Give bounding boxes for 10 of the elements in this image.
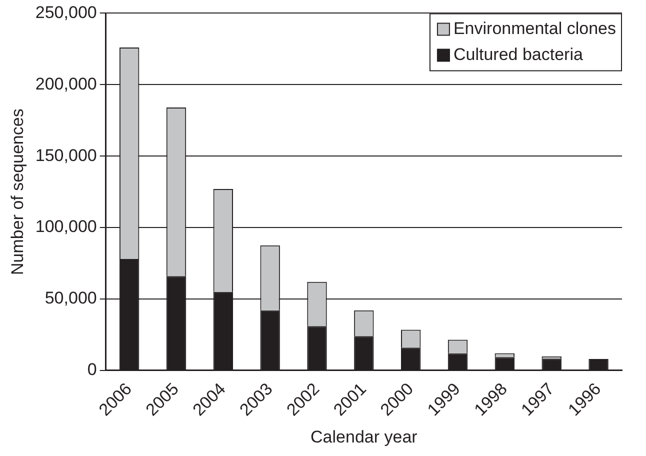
y-tick-label: 0 <box>87 360 97 380</box>
x-axis-title: Calendar year <box>310 427 418 446</box>
y-tick-label: 100,000 <box>35 217 97 236</box>
y-tick-label: 150,000 <box>35 146 97 165</box>
y-tick-label: 50,000 <box>44 288 97 308</box>
legend-label: Environmental clones <box>453 18 616 38</box>
y-axis-title: Number of sequences <box>8 108 27 275</box>
y-tick-label: 200,000 <box>35 74 97 94</box>
legend-label: Cultured bacteria <box>453 44 584 64</box>
y-tick-label: 250,000 <box>35 2 97 22</box>
